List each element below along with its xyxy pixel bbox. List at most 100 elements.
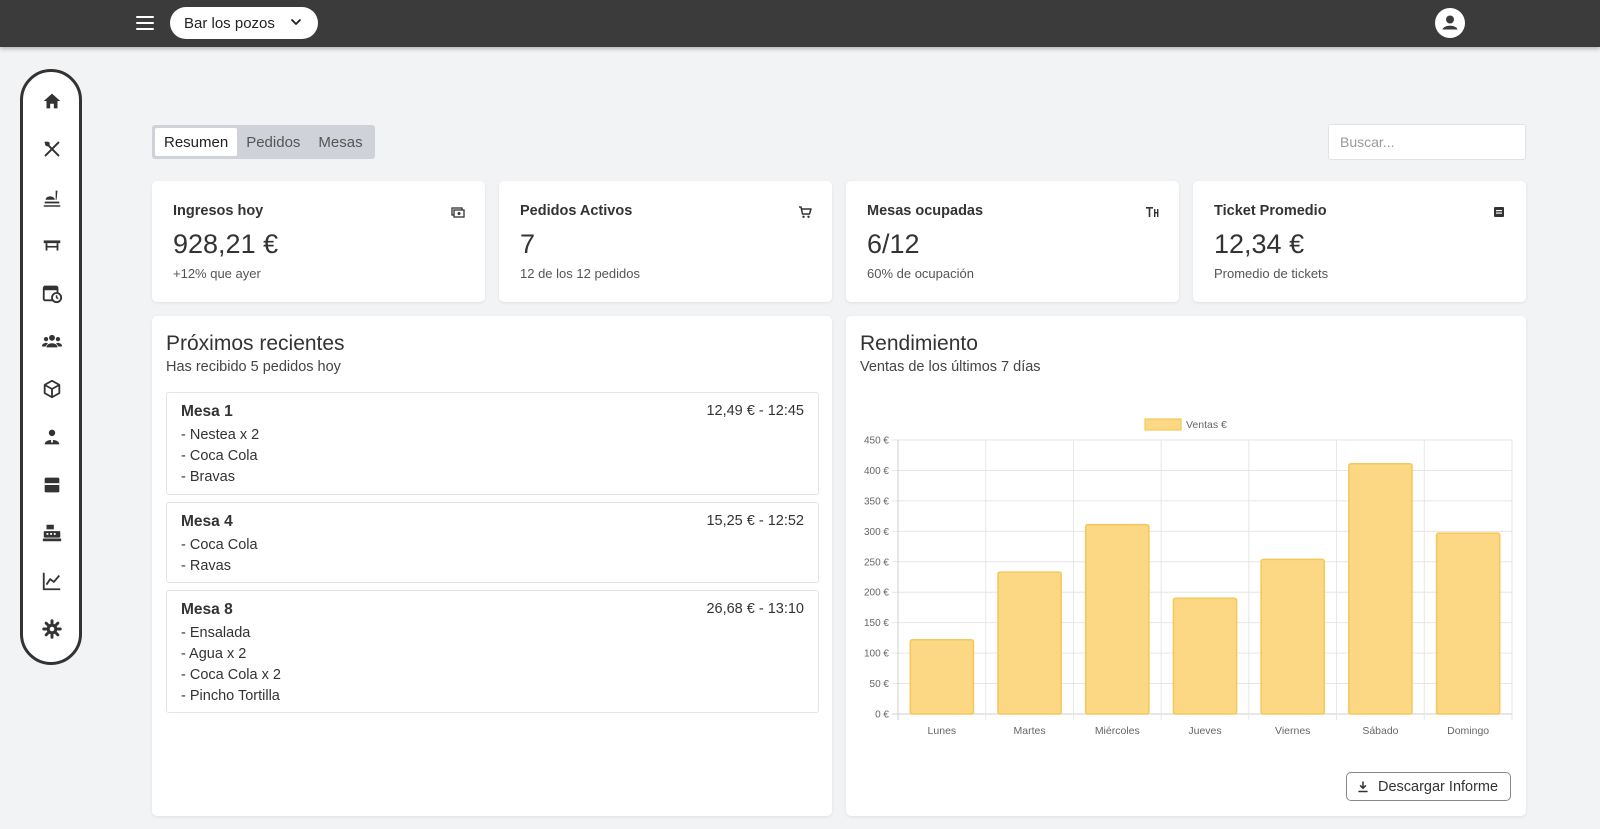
panel-subtitle: Ventas de los últimos 7 días (860, 359, 1041, 375)
order-meta: 26,68 € - 13:10 (706, 601, 804, 617)
chart-line-icon (42, 572, 61, 591)
sidebar (20, 69, 82, 665)
gear-icon (42, 619, 62, 639)
money-icon (451, 207, 465, 218)
sidebar-item-tables[interactable] (41, 234, 63, 256)
order-item: - Agua x 2 (181, 646, 247, 662)
bar-lunes (909, 638, 975, 715)
order-item: - Coca Cola (181, 537, 258, 553)
view-tabs: Resumen Pedidos Mesas (152, 125, 375, 159)
order-meta: 12,49 € - 12:45 (706, 403, 804, 419)
legend-swatch (1144, 418, 1182, 431)
x-tick-label: Lunes (928, 725, 957, 737)
panel-title: Rendimiento (860, 332, 978, 355)
venue-name: Bar los pozos (184, 14, 275, 32)
y-tick-label: 450 € (864, 436, 889, 447)
sales-bar-chart: 0 € 50 € 100 € 150 € 200 € 250 € 300 € 350 € 400… (864, 418, 1513, 737)
order-item: - Coca Cola (181, 448, 258, 464)
calendar-clock-icon (42, 285, 63, 304)
menu-icon[interactable] (134, 12, 156, 34)
performance-panel: Rendimiento Ventas de los últimos 7 días… (846, 316, 1526, 816)
y-tick-label: 300 € (864, 527, 889, 538)
order-item: - Ensalada (181, 625, 251, 641)
chevron-down-icon (291, 19, 301, 25)
stat-value: 7 (520, 229, 536, 259)
table-icon (43, 240, 61, 251)
x-tick-label: Domingo (1447, 725, 1489, 737)
sidebar-item-analytics[interactable] (41, 570, 63, 592)
sidebar-item-cash-register[interactable] (41, 522, 63, 544)
stat-title: Ticket Promedio (1214, 203, 1327, 219)
order-table: Mesa 1 (181, 403, 233, 420)
sidebar-item-settings[interactable] (41, 618, 63, 640)
tab-pedidos[interactable]: Pedidos (246, 133, 301, 151)
top-bar: Bar los pozos (0, 0, 1600, 47)
download-icon (1358, 780, 1368, 792)
x-tick-label: Miércoles (1095, 725, 1140, 737)
bar-domingo (1435, 532, 1501, 715)
home-icon (43, 93, 61, 109)
stat-title: Pedidos Activos (520, 203, 633, 219)
bar-martes (997, 571, 1062, 715)
stat-card-avg-ticket: Ticket Promedio 12,34 € Promedio de tick… (1193, 181, 1526, 302)
dish-icon (43, 190, 61, 207)
bar-sábado (1348, 462, 1413, 715)
table-icon (1146, 207, 1159, 217)
sidebar-item-inventory[interactable] (41, 378, 63, 400)
cash-register-icon (42, 524, 62, 542)
user-icon (1442, 15, 1458, 30)
stat-subtext: 60% de ocupación (867, 266, 974, 281)
staff-icon (44, 429, 60, 445)
stat-card-tables: Mesas ocupadas 6/12 60% de ocupación (846, 181, 1179, 302)
order-table: Mesa 8 (181, 601, 233, 618)
y-tick-label: 50 € (870, 679, 890, 690)
sidebar-item-reservations[interactable] (41, 282, 63, 304)
sidebar-item-store[interactable] (41, 474, 63, 496)
users-icon (41, 334, 63, 348)
y-tick-label: 100 € (864, 649, 889, 660)
tab-mesas[interactable]: Mesas (318, 133, 363, 151)
order-meta: 15,25 € - 12:52 (706, 513, 804, 529)
sidebar-item-dishes[interactable] (41, 186, 63, 208)
user-avatar-button[interactable] (1435, 8, 1465, 38)
search-input[interactable] (1328, 124, 1526, 160)
x-tick-label: Martes (1014, 725, 1046, 737)
sidebar-item-menu[interactable] (41, 138, 63, 160)
order-item: - Coca Cola x 2 (181, 667, 281, 683)
store-icon (44, 477, 60, 493)
order-card[interactable]: Mesa 1 12,49 € - 12:45 - Nestea x 2 - Co… (166, 392, 819, 495)
y-tick-label: 400 € (864, 466, 889, 477)
download-label: Descargar Informe (1378, 778, 1499, 795)
recent-orders-panel: Próximos recientes Has recibido 5 pedido… (152, 316, 832, 816)
cart-icon (799, 206, 812, 218)
sidebar-item-staff[interactable] (41, 426, 63, 448)
y-tick-label: 150 € (864, 618, 889, 629)
stat-value: 928,21 € (173, 229, 279, 259)
package-icon (43, 379, 61, 399)
download-report-button[interactable]: Descargar Informe (1346, 772, 1511, 801)
venue-selector[interactable]: Bar los pozos (170, 7, 318, 39)
stat-subtext: +12% que ayer (173, 266, 261, 281)
x-tick-label: Viernes (1275, 725, 1310, 737)
order-item: - Nestea x 2 (181, 427, 260, 443)
panel-subtitle: Has recibido 5 pedidos hoy (166, 359, 341, 375)
y-tick-label: 0 € (875, 710, 889, 721)
stat-title: Mesas ocupadas (867, 203, 984, 219)
order-card[interactable]: Mesa 4 15,25 € - 12:52 - Coca Cola - Rav… (166, 502, 819, 583)
order-card[interactable]: Mesa 8 26,68 € - 13:10 - Ensalada - Agua… (166, 590, 819, 713)
stat-value: 12,34 € (1214, 229, 1305, 259)
stat-value: 6/12 (867, 229, 920, 259)
panel-title: Próximos recientes (166, 332, 345, 355)
y-tick-label: 350 € (864, 496, 889, 507)
stat-subtext: Promedio de tickets (1214, 266, 1329, 281)
bar-jueves (1172, 597, 1238, 715)
order-table: Mesa 4 (181, 513, 233, 530)
x-tick-label: Jueves (1188, 725, 1221, 737)
tab-resumen[interactable]: Resumen (155, 128, 238, 156)
stat-subtext: 12 de los 12 pedidos (520, 266, 640, 281)
stat-title: Ingresos hoy (173, 203, 264, 219)
bar-viernes (1260, 558, 1326, 715)
sidebar-item-customers[interactable] (41, 330, 63, 352)
y-tick-label: 250 € (864, 557, 889, 568)
sidebar-item-home[interactable] (41, 90, 63, 112)
